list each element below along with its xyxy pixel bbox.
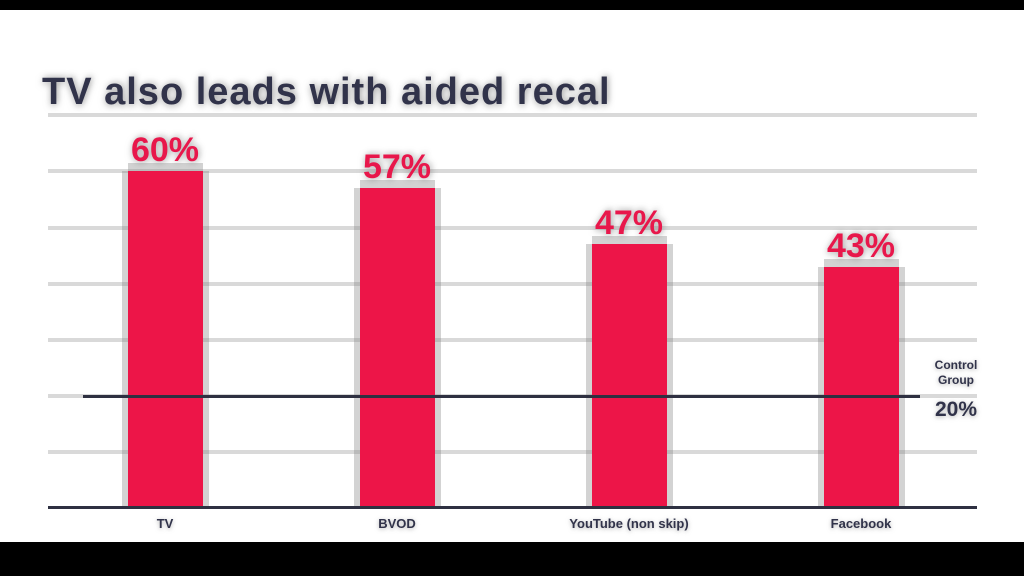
category-label: YouTube (non skip) <box>569 516 689 531</box>
bar-value-label: 57% <box>362 148 432 187</box>
bar-YouTube (non skip) <box>591 244 667 506</box>
bar-TV <box>127 171 203 506</box>
control-group-value: 20% <box>934 398 978 421</box>
control-group-line <box>83 395 920 398</box>
category-label: Facebook <box>830 516 892 531</box>
gridline-70 <box>48 113 977 117</box>
x-axis-line <box>48 506 977 509</box>
bottom-black-bar <box>0 542 1024 576</box>
gridline-30 <box>48 338 977 342</box>
chart-title: TV also leads with aided recal <box>42 71 611 114</box>
gridline-50 <box>48 226 977 230</box>
control-group-label: Control Group <box>918 358 994 388</box>
top-black-bar <box>0 0 1024 10</box>
control-group-label-line1: Control <box>934 358 978 372</box>
bar-value-label: 43% <box>826 226 896 265</box>
bar-Facebook <box>823 266 899 506</box>
category-label: BVOD <box>378 516 416 531</box>
bar-value-label: 47% <box>594 204 664 243</box>
bar-value-label: 60% <box>130 131 200 170</box>
gridline-60 <box>48 169 977 173</box>
control-group-label-line2: Group <box>938 373 974 387</box>
bar-BVOD <box>359 188 435 506</box>
category-label: TV <box>156 516 174 531</box>
gridline-10 <box>48 450 977 454</box>
gridline-40 <box>48 282 977 286</box>
